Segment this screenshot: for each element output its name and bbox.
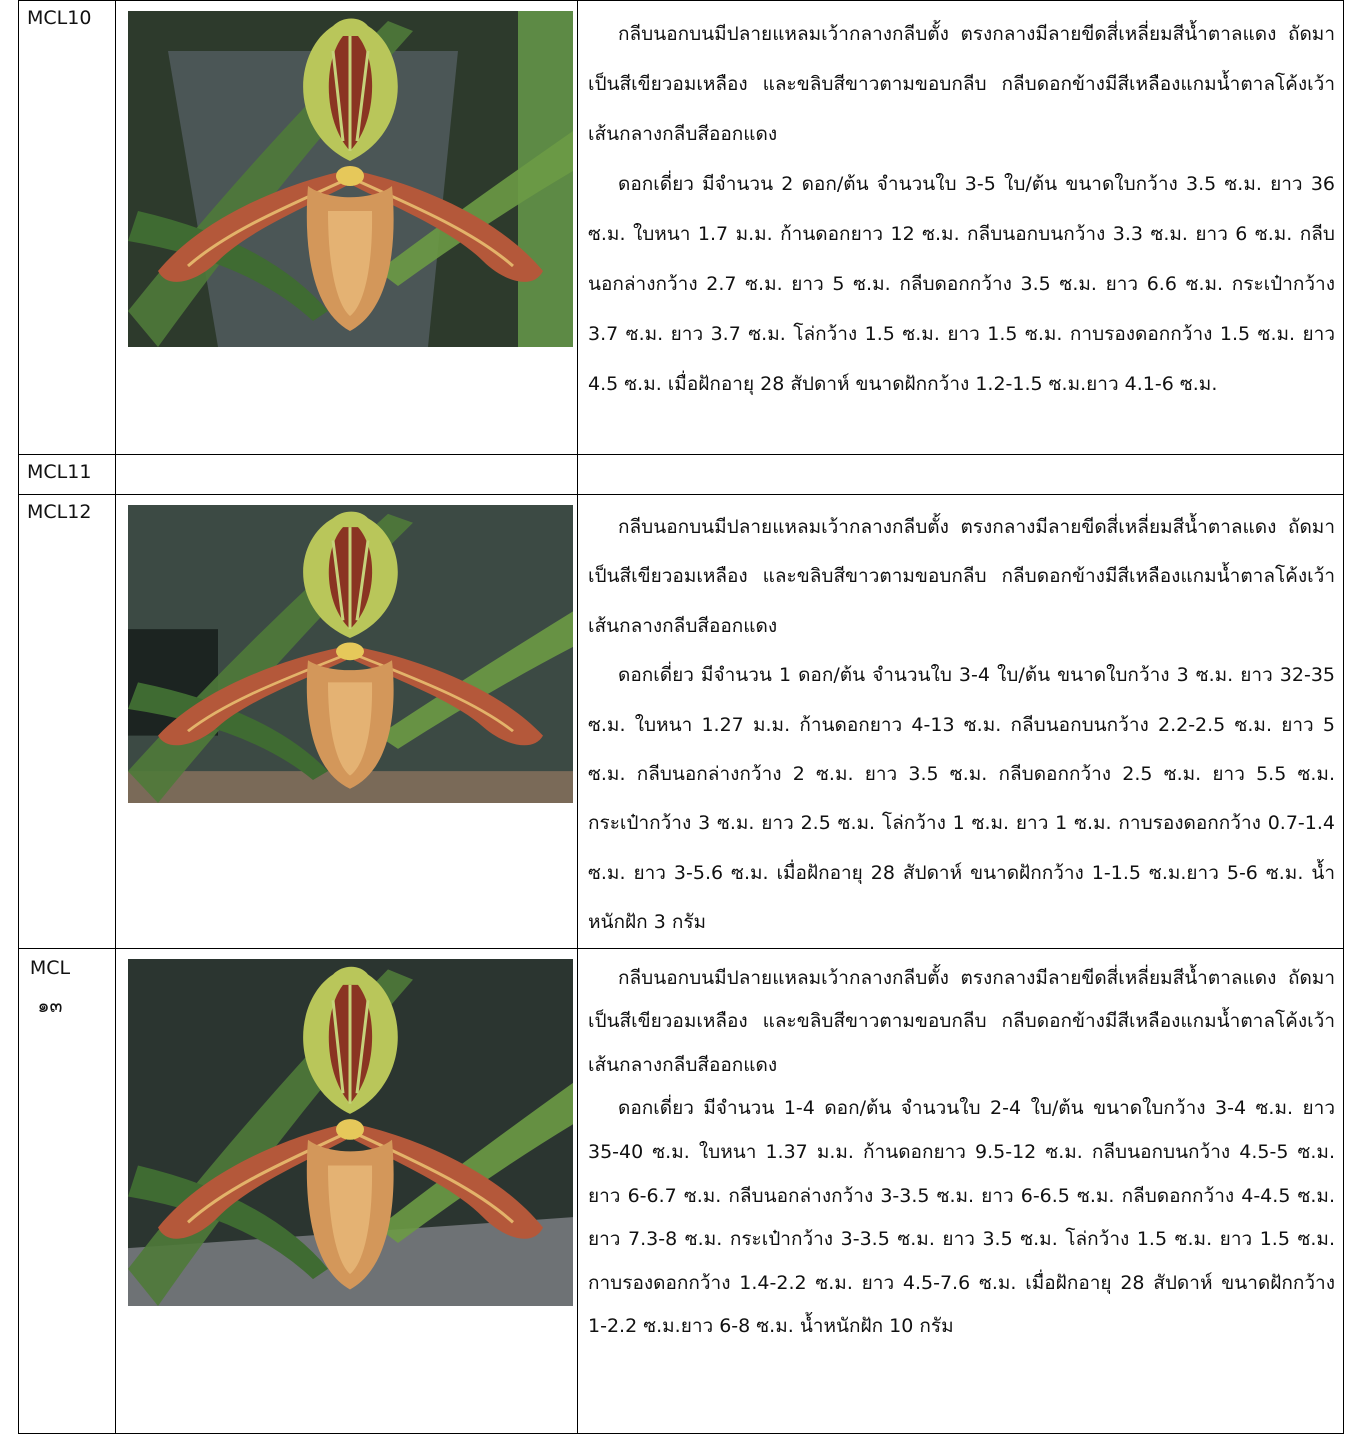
orchid-table: MCL10 กลีบนอกบนมีปลายแหลมเว้ากลางกลีบตั้… — [18, 0, 1344, 1434]
orchid-photo — [128, 505, 573, 803]
photo-cell — [115, 494, 578, 949]
orchid-photo — [128, 958, 573, 1306]
table-row: MCL10 กลีบนอกบนมีปลายแหลมเว้ากลางกลีบตั้… — [18, 0, 1344, 455]
description-cell: กลีบนอกบนมีปลายแหลมเว้ากลางกลีบตั้ง ตรงก… — [577, 947, 1344, 1434]
paragraph: กลีบนอกบนมีปลายแหลมเว้ากลางกลีบตั้ง ตรงก… — [588, 966, 1335, 1076]
description-cell: กลีบนอกบนมีปลายแหลมเว้ากลางกลีบตั้ง ตรงก… — [577, 0, 1344, 455]
table-row: MCL๑๓ กลีบนอกบนมีปลายแหลมเว้ากลางกลีบตั้… — [18, 947, 1344, 1434]
paragraph: ดอกเดี่ยว มีจำนวน 1-4 ดอก/ต้น จำนวนใบ 2-… — [588, 1097, 1335, 1338]
photo-cell — [115, 0, 578, 455]
code: MCL๑๓ — [29, 956, 71, 1017]
paragraph: กลีบนอกบนมีปลายแหลมเว้ากลางกลีบตั้ง ตรงก… — [588, 516, 1335, 637]
code: MCL10 — [27, 7, 92, 29]
paragraph: ดอกเดี่ยว มีจำนวน 1 ดอก/ต้น จำนวนใบ 3-4 … — [588, 664, 1335, 934]
description-cell: กลีบนอกบนมีปลายแหลมเว้ากลางกลีบตั้ง ตรงก… — [577, 494, 1344, 949]
table-row: MCL12 กลีบนอกบนมีปลายแหลมเว้ากลางกลีบตั้… — [18, 494, 1344, 949]
code-cell: MCL12 — [18, 494, 116, 949]
code-cell: MCL๑๓ — [18, 947, 116, 1434]
photo-cell — [115, 947, 578, 1434]
paragraph: กลีบนอกบนมีปลายแหลมเว้ากลางกลีบตั้ง ตรงก… — [588, 23, 1335, 145]
description-cell — [577, 454, 1344, 495]
code: MCL11 — [27, 461, 92, 483]
code: MCL12 — [27, 501, 92, 523]
code-cell: MCL10 — [18, 0, 116, 455]
orchid-photo — [128, 11, 573, 347]
photo-cell — [115, 454, 578, 495]
code-cell: MCL11 — [18, 454, 116, 495]
paragraph: ดอกเดี่ยว มีจำนวน 2 ดอก/ต้น จำนวนใบ 3-5 … — [588, 173, 1335, 395]
table-row: MCL11 — [18, 454, 1344, 495]
